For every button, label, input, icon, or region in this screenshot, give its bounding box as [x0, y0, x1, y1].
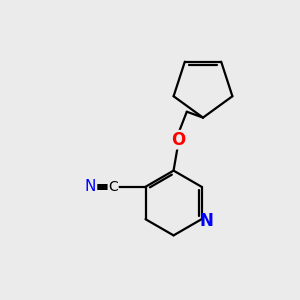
- Text: O: O: [171, 131, 185, 149]
- Text: N: N: [85, 179, 96, 194]
- Text: N: N: [200, 212, 214, 230]
- Text: C: C: [108, 180, 118, 194]
